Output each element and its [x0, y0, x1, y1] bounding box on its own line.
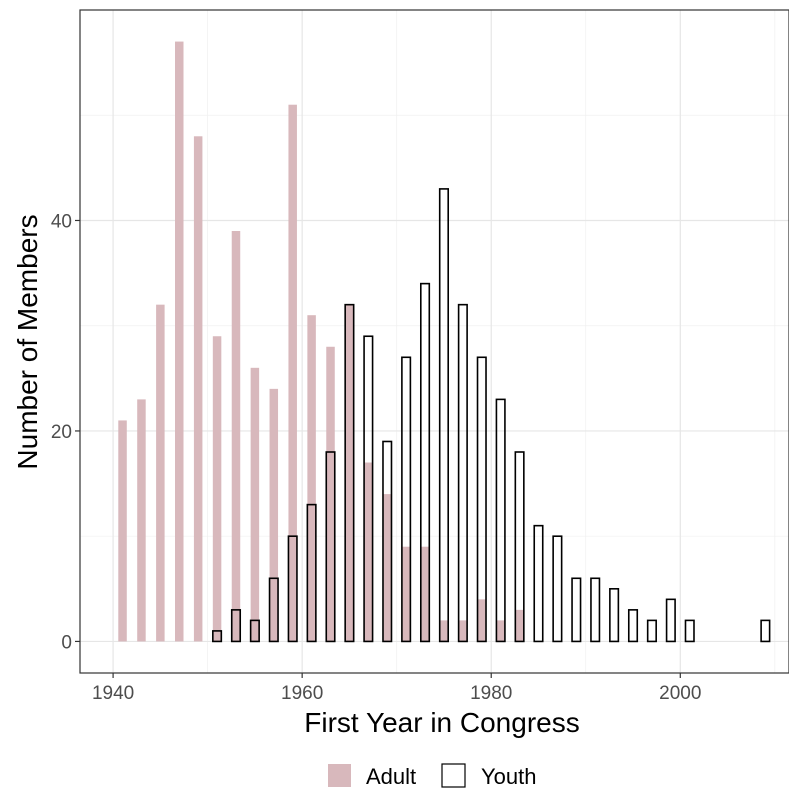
bar-youth — [344, 303, 355, 643]
bar-adult — [401, 546, 411, 642]
bar-adult — [477, 599, 487, 642]
bar-youth — [306, 503, 317, 643]
tick-labels: 1940 1960 1980 2000 0 20 40 — [51, 211, 702, 704]
youth-bars — [212, 188, 771, 643]
bar-youth — [230, 609, 242, 643]
y-axis-title: Number of Members — [12, 214, 43, 469]
bar-adult — [420, 546, 430, 642]
bar-youth — [249, 619, 260, 643]
bar-adult — [193, 136, 203, 642]
bar-adult — [156, 304, 165, 642]
plot-panel-border — [79, 9, 789, 674]
y-tick-label: 0 — [61, 632, 72, 653]
adult-bars — [118, 41, 524, 642]
bar-youth — [552, 535, 563, 643]
bar-youth — [760, 619, 771, 643]
bar-adult — [458, 620, 468, 642]
x-axis-title: First Year in Congress — [304, 707, 579, 738]
y-tick-label: 40 — [51, 211, 72, 232]
x-tick-label: 1940 — [92, 683, 134, 704]
bar-youth — [627, 609, 639, 643]
x-tick-label: 2000 — [659, 683, 701, 704]
bar-youth — [665, 598, 676, 643]
bar-adult — [382, 494, 392, 642]
bar-youth — [609, 588, 620, 643]
bar-youth — [287, 535, 298, 643]
bar-youth — [419, 282, 431, 643]
bar-youth — [325, 451, 336, 643]
bar-youth — [457, 303, 468, 643]
bar-adult — [212, 336, 222, 642]
bar-youth — [571, 577, 582, 643]
bar-adult — [345, 304, 354, 642]
bar-youth — [646, 619, 657, 643]
bar-youth — [514, 451, 525, 643]
bar-adult — [137, 399, 146, 642]
bar-adult — [307, 315, 316, 642]
bar-youth — [495, 398, 506, 643]
bar-adult — [250, 367, 260, 642]
bar-adult — [364, 462, 373, 642]
legend: Adult Youth — [328, 763, 536, 789]
bar-adult — [515, 609, 524, 642]
bar-adult — [326, 346, 335, 642]
x-tick-label: 1960 — [281, 683, 323, 704]
legend-label-youth: Youth — [481, 764, 536, 789]
bar-youth — [684, 619, 695, 643]
bar-adult — [175, 41, 184, 642]
bar-adult — [439, 620, 449, 642]
bar-adult — [118, 420, 127, 642]
y-tick-label: 20 — [51, 422, 72, 443]
legend-key-youth — [441, 763, 466, 788]
bar-youth — [438, 188, 450, 643]
bar-youth — [476, 356, 487, 643]
bar-youth — [212, 630, 223, 643]
bar-youth — [268, 577, 279, 643]
bar-adult — [496, 620, 505, 642]
bar-adult — [231, 231, 241, 642]
legend-key-adult — [328, 764, 351, 787]
bar-youth — [590, 577, 601, 643]
bar-youth — [401, 356, 412, 643]
x-tick-label: 1980 — [470, 683, 512, 704]
grid — [80, 10, 789, 673]
axis-ticks — [75, 219, 681, 678]
legend-label-adult: Adult — [366, 764, 416, 789]
bar-youth — [533, 524, 544, 643]
bar-youth — [382, 440, 393, 643]
bar-adult — [288, 104, 297, 642]
bar-youth — [363, 335, 374, 643]
bar-adult — [269, 388, 279, 642]
